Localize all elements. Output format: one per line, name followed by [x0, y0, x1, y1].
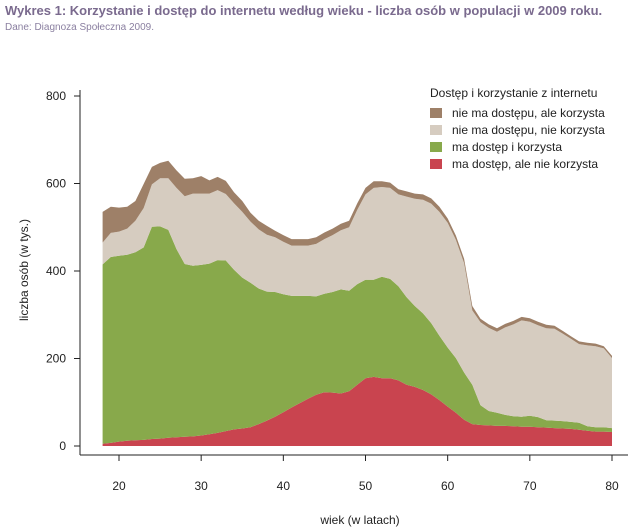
legend-label: ma dostęp, ale nie korzysta: [452, 156, 599, 171]
x-tick-label: 40: [277, 479, 291, 493]
x-axis-label: wiek (w latach): [319, 513, 399, 527]
legend-item-no-access-uses: nie ma dostępu, ale korzysta: [430, 104, 605, 121]
chart-title: Wykres 1: Korzystanie i dostęp do intern…: [5, 3, 603, 18]
x-tick-label: 80: [605, 479, 619, 493]
legend-item-no-access-no-use: nie ma dostępu, nie korzysta: [430, 121, 605, 138]
y-axis-label: liczba osób (w tys.): [17, 219, 31, 321]
x-tick-label: 30: [194, 479, 208, 493]
x-tick-label: 50: [359, 479, 373, 493]
chart-legend: Dostęp i korzystanie z internetu nie ma …: [430, 86, 605, 172]
legend-item-access-no-use: ma dostęp, ale nie korzysta: [430, 155, 605, 172]
y-tick-label: 0: [59, 439, 66, 453]
legend-swatch: [430, 158, 442, 169]
x-tick-label: 20: [112, 479, 126, 493]
area-series-0: [102, 376, 612, 446]
y-tick-label: 200: [46, 352, 66, 366]
legend-swatch: [430, 141, 442, 152]
legend-swatch: [430, 107, 442, 118]
y-tick-label: 800: [46, 89, 66, 103]
y-ticks: 0 200 400 600 800: [46, 89, 80, 453]
x-ticks: 20 30 40 50 60 70 80: [112, 455, 619, 493]
y-tick-label: 600: [46, 177, 66, 191]
area-series-1: [102, 226, 612, 444]
legend-label: ma dostęp i korzysta: [452, 139, 563, 154]
y-tick-label: 400: [46, 264, 66, 278]
legend-label: nie ma dostępu, ale korzysta: [452, 105, 605, 120]
legend-item-access-uses: ma dostęp i korzysta: [430, 138, 605, 155]
legend-title: Dostęp i korzystanie z internetu: [430, 86, 598, 100]
chart-areas: [102, 160, 612, 446]
area-series-3: [102, 160, 612, 359]
legend-swatch: [430, 124, 442, 135]
x-tick-label: 70: [523, 479, 537, 493]
area-series-2: [102, 178, 612, 429]
x-tick-label: 60: [441, 479, 455, 493]
chart-source: Dane: Diagnoza Społeczna 2009.: [5, 22, 154, 33]
legend-label: nie ma dostępu, nie korzysta: [452, 122, 605, 137]
